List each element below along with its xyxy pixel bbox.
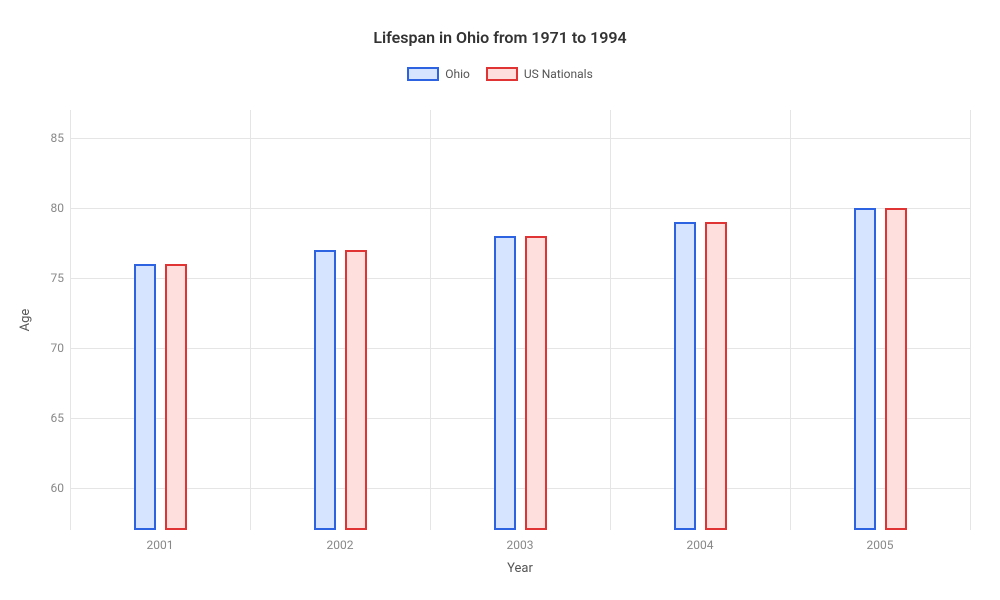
gridline-horizontal	[70, 348, 970, 349]
y-tick-label: 60	[36, 481, 64, 495]
legend-item: US Nationals	[486, 67, 593, 81]
chart-title: Lifespan in Ohio from 1971 to 1994	[0, 0, 1000, 47]
legend-swatch	[407, 67, 439, 81]
y-tick-label: 85	[36, 131, 64, 145]
x-tick-label: 2003	[507, 538, 534, 552]
bar	[314, 250, 336, 530]
gridline-horizontal	[70, 138, 970, 139]
gridline-horizontal	[70, 418, 970, 419]
y-axis-label: Age	[18, 309, 33, 332]
gridline-vertical	[610, 110, 611, 530]
y-tick-label: 70	[36, 341, 64, 355]
gridline-horizontal	[70, 278, 970, 279]
bar	[885, 208, 907, 530]
y-tick-label: 80	[36, 201, 64, 215]
gridline-vertical	[790, 110, 791, 530]
bar	[345, 250, 367, 530]
x-tick-label: 2005	[867, 538, 894, 552]
plot-area: 60657075808520012002200320042005 Age Yea…	[70, 110, 970, 530]
gridline-vertical	[250, 110, 251, 530]
bar	[674, 222, 696, 530]
bar	[525, 236, 547, 530]
gridline-horizontal	[70, 488, 970, 489]
x-tick-label: 2002	[327, 538, 354, 552]
legend-item: Ohio	[407, 67, 470, 81]
x-tick-label: 2004	[687, 538, 714, 552]
gridline-vertical	[970, 110, 971, 530]
y-tick-label: 65	[36, 411, 64, 425]
legend-label: US Nationals	[524, 67, 593, 81]
legend-swatch	[486, 67, 518, 81]
y-tick-label: 75	[36, 271, 64, 285]
bar	[134, 264, 156, 530]
legend: Ohio US Nationals	[0, 67, 1000, 81]
x-tick-label: 2001	[147, 538, 174, 552]
gridline-vertical	[70, 110, 71, 530]
gridline-horizontal	[70, 208, 970, 209]
x-axis-label: Year	[507, 561, 533, 576]
bar	[494, 236, 516, 530]
legend-label: Ohio	[445, 67, 470, 81]
bar	[165, 264, 187, 530]
bar	[705, 222, 727, 530]
bar	[854, 208, 876, 530]
gridline-vertical	[430, 110, 431, 530]
